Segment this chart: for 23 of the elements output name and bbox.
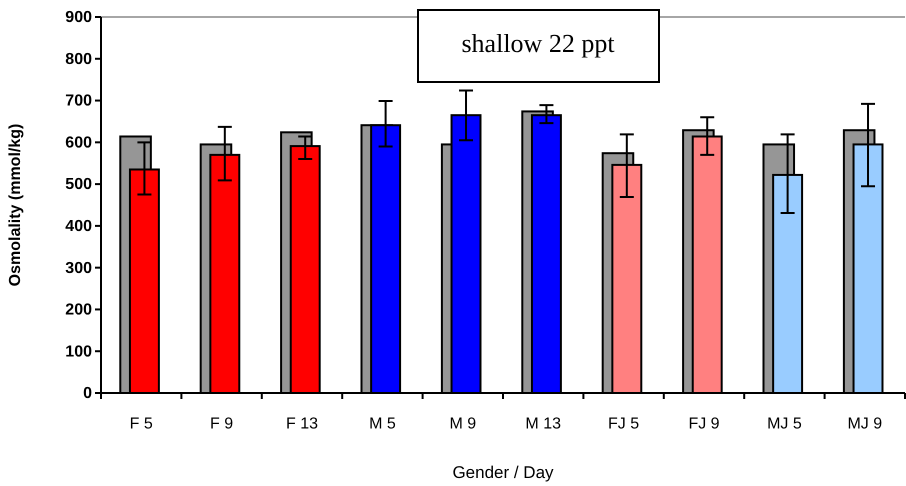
x-tick-label: MJ 5: [767, 415, 802, 432]
x-tick-label: M 5: [369, 415, 396, 432]
y-tick-label: 800: [65, 50, 92, 68]
y-tick-label: 200: [65, 302, 92, 319]
x-tick-label: FJ 9: [688, 415, 720, 432]
x-tick-label: MJ 9: [847, 415, 882, 432]
x-tick-label: FJ 5: [608, 415, 640, 432]
y-tick-label: 900: [65, 9, 92, 26]
y-tick-label: 600: [65, 134, 92, 152]
y-axis-title: Osmolality (mmol/kg): [7, 124, 24, 286]
x-tick-label: F 9: [210, 415, 234, 432]
text: shallow 22 ppt: [461, 29, 616, 58]
y-tick-label: 500: [65, 176, 92, 194]
y-tick-label: 400: [65, 218, 92, 236]
x-tick-label: M 13: [525, 415, 562, 432]
x-tick-label: M 9: [449, 415, 476, 432]
x-tick-label: F 5: [130, 415, 153, 432]
y-tick-label: 0: [83, 385, 92, 402]
y-tick-label: 700: [65, 92, 92, 110]
x-tick-label: F 13: [286, 415, 318, 432]
y-tick-label: 300: [65, 260, 92, 277]
x-axis-title: Gender / Day: [452, 463, 554, 482]
y-tick-label: 100: [65, 343, 92, 360]
